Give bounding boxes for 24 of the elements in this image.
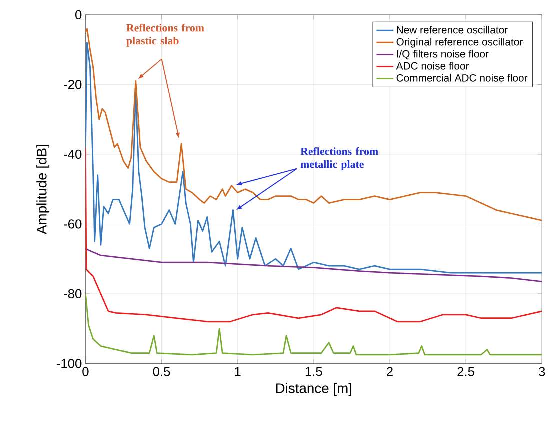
x-tick-label: 0.5 (153, 367, 170, 377)
line-series (86, 294, 542, 356)
x-tick-label: 0 (82, 367, 89, 377)
y-tick-label: 0 (76, 10, 82, 20)
legend-label: Original reference oscillator (396, 38, 523, 48)
y-tick-label: -60 (64, 220, 82, 230)
y-tick-label: -40 (64, 150, 82, 160)
legend-label: I/Q filters noise floor (397, 50, 489, 60)
y-tick-label: -20 (64, 80, 82, 90)
x-tick-label: 1 (235, 367, 241, 376)
x-axis-title: Distance [m] (276, 383, 352, 396)
annotation: Reflections from plastic slab (126, 24, 204, 48)
legend-label: Commercial ADC noise floor (396, 74, 528, 82)
y-axis-title: Amplitude [dB] (36, 145, 50, 235)
x-tick-label: 2.5 (458, 367, 474, 377)
x-tick-label: 3 (539, 367, 546, 377)
y-tick-label: -100 (56, 359, 82, 369)
legend-label: ADC noise floor (396, 62, 470, 70)
x-tick-label: 2 (387, 367, 393, 376)
line-series (86, 248, 542, 283)
legend-label: New reference oscillator (397, 26, 508, 34)
x-tick-label: 1.5 (306, 367, 322, 376)
y-tick-label: -80 (64, 290, 82, 299)
annotation: Reflections from metallic plate (300, 148, 378, 171)
